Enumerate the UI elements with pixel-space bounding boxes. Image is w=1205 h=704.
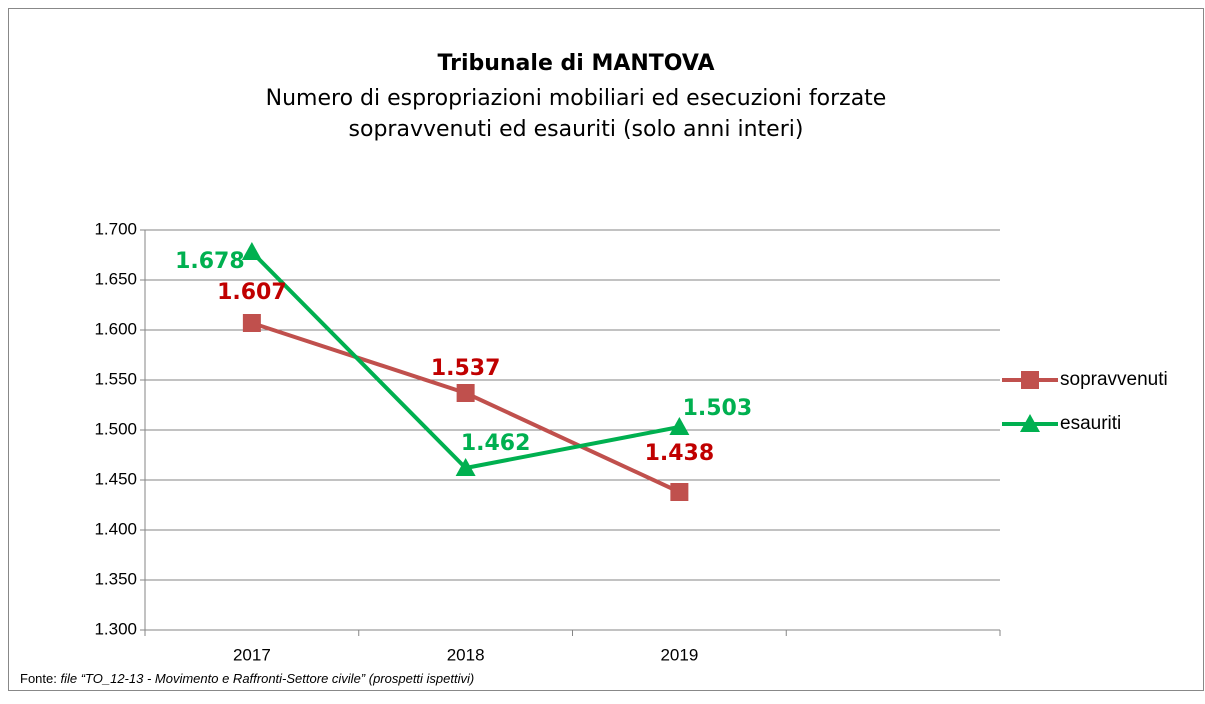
y-tick-label: 1.700	[94, 219, 137, 238]
y-tick-label: 1.650	[94, 269, 137, 288]
data-label: 1.462	[461, 431, 531, 456]
data-label: 1.607	[217, 280, 287, 305]
y-tick-label: 1.300	[94, 619, 137, 638]
chart-title: Tribunale di MANTOVA	[438, 51, 715, 76]
data-label: 1.438	[645, 441, 715, 466]
y-tick-label: 1.600	[94, 319, 137, 338]
legend-label: esauriti	[1060, 413, 1121, 434]
x-tick-label: 2017	[233, 645, 271, 664]
y-tick-label: 1.500	[94, 419, 137, 438]
legend-marker	[1020, 414, 1040, 432]
chart-subtitle: sopravvenuti ed esauriti (solo anni inte…	[349, 117, 804, 142]
data-label: 1.537	[431, 356, 501, 381]
source-text: file “TO_12-13 - Movimento e Raffronti-S…	[60, 671, 474, 686]
y-tick-label: 1.400	[94, 519, 137, 538]
data-label: 1.678	[175, 249, 245, 274]
data-point	[456, 384, 475, 402]
legend-marker	[1021, 371, 1039, 389]
y-tick-label: 1.550	[94, 369, 137, 388]
data-point	[670, 483, 689, 501]
data-label: 1.503	[683, 396, 753, 421]
data-point	[242, 314, 261, 332]
x-tick-label: 2019	[660, 645, 698, 664]
source-prefix: Fonte:	[20, 671, 57, 686]
chart-subtitle: Numero di espropriazioni mobiliari ed es…	[266, 86, 887, 111]
legend-label: sopravvenuti	[1060, 369, 1168, 390]
source: Fonte: file “TO_12-13 - Movimento e Raff…	[20, 671, 474, 686]
data-point	[669, 417, 690, 435]
data-point	[241, 242, 262, 260]
y-tick-label: 1.450	[94, 469, 137, 488]
chart-border	[8, 8, 1204, 691]
data-point	[455, 458, 476, 476]
y-tick-label: 1.350	[94, 569, 137, 588]
x-tick-label: 2018	[447, 645, 485, 664]
